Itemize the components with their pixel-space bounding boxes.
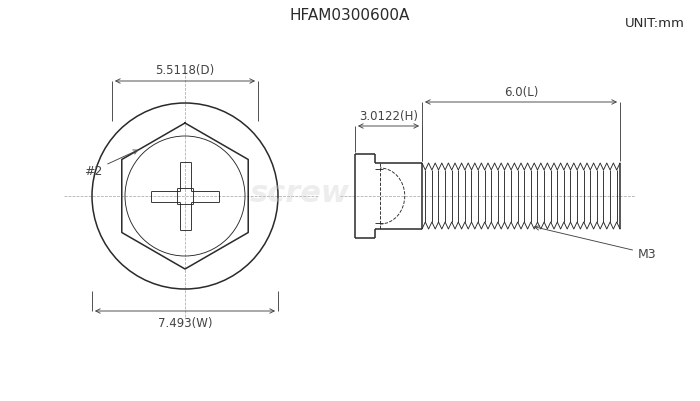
Text: 3.0122(H): 3.0122(H) [359, 110, 418, 123]
Text: 7.493(W): 7.493(W) [158, 316, 212, 329]
Text: UNIT:mm: UNIT:mm [625, 17, 685, 30]
Text: M3: M3 [535, 226, 657, 260]
Text: #2: #2 [84, 151, 138, 178]
Text: 6.0(L): 6.0(L) [504, 86, 538, 99]
Text: HFAM0300600A: HFAM0300600A [290, 8, 410, 23]
Text: 5.5118(D): 5.5118(D) [155, 64, 215, 77]
Text: screw: screw [250, 179, 350, 208]
